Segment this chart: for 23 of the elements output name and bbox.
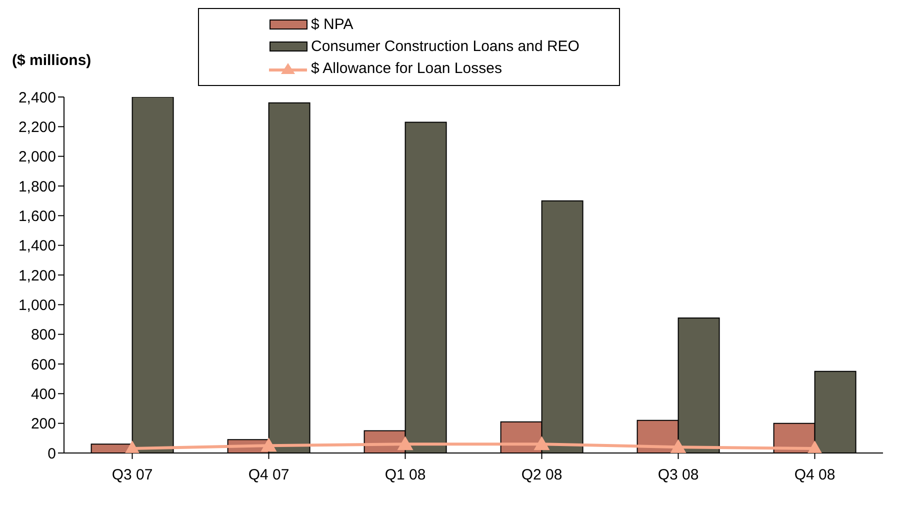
x-tick-label: Q3 08 xyxy=(658,466,699,484)
y-tick-label: 200 xyxy=(30,416,56,433)
x-tick-label: Q4 07 xyxy=(248,466,290,484)
y-tick-label: 2,400 xyxy=(18,89,56,106)
y-tick-label: 1,800 xyxy=(18,178,56,196)
x-tick-label: Q2 08 xyxy=(521,466,562,484)
legend-label: Consumer Construction Loans and REO xyxy=(311,38,580,54)
y-axis-title: ($ millions) xyxy=(12,52,92,69)
legend-label: $ Allowance for Loan Losses xyxy=(311,60,502,76)
y-tick-label: 800 xyxy=(30,326,56,344)
x-tick-label: Q4 08 xyxy=(794,466,836,484)
x-tick-label: Q1 08 xyxy=(384,466,426,484)
x-tick-label: Q3 07 xyxy=(112,466,153,484)
y-tick-label: 1,000 xyxy=(18,296,56,314)
y-tick-label: 0 xyxy=(48,445,56,462)
y-tick-label: 1,200 xyxy=(18,267,56,284)
y-tick-label: 1,400 xyxy=(18,238,56,255)
legend-label: $ NPA xyxy=(311,16,354,32)
y-tick-label: 1,600 xyxy=(18,208,56,225)
y-tick-label: 600 xyxy=(30,356,56,374)
y-tick-label: 2,000 xyxy=(18,148,56,166)
y-tick-label: 2,200 xyxy=(18,118,56,136)
y-tick-label: 400 xyxy=(30,386,56,403)
